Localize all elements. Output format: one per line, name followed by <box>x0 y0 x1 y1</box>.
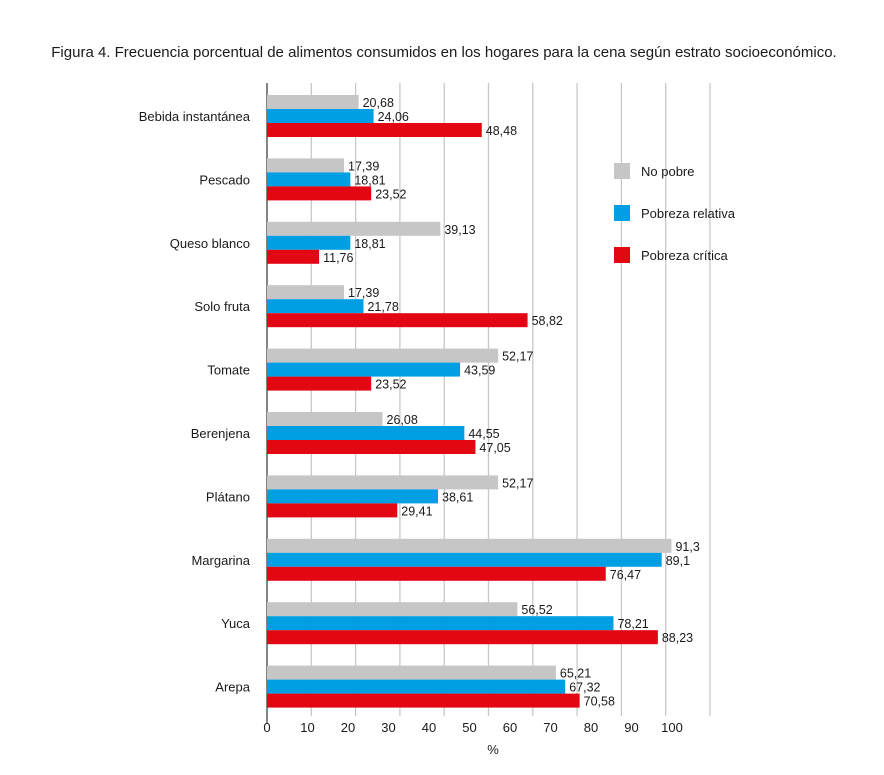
bar <box>267 172 351 187</box>
data-label: 43,59 <box>464 364 495 378</box>
data-label: 21,78 <box>367 300 398 314</box>
category-label: Margarina <box>191 553 250 568</box>
x-tick-label: 60 <box>503 720 517 735</box>
category-label: Berenjena <box>191 426 251 441</box>
legend-swatch <box>614 205 630 221</box>
category-label: Bebida instantánea <box>139 109 251 124</box>
bar <box>267 665 556 680</box>
data-label: 67,32 <box>569 681 600 695</box>
bar <box>267 249 320 264</box>
data-label: 56,52 <box>521 603 552 617</box>
data-label: 18,81 <box>354 237 385 251</box>
data-label: 89,1 <box>666 554 690 568</box>
bar <box>267 440 476 454</box>
data-label: 23,52 <box>375 378 406 392</box>
x-tick-label: 40 <box>422 720 436 735</box>
category-label: Solo fruta <box>194 299 250 314</box>
data-label: 17,39 <box>348 159 379 173</box>
x-tick-label: 100 <box>661 720 683 735</box>
data-label: 11,76 <box>323 251 353 265</box>
bar <box>267 566 606 581</box>
data-label: 47,05 <box>479 441 510 455</box>
legend-swatch <box>614 163 630 179</box>
data-label: 78,21 <box>617 617 648 631</box>
bar <box>267 630 658 645</box>
bar <box>267 285 345 300</box>
data-label: 23,52 <box>375 187 406 201</box>
bar <box>267 95 359 109</box>
chart-title: Figura 4. Frecuencia porcentual de alime… <box>51 44 836 61</box>
bar <box>267 313 528 328</box>
data-label: 65,21 <box>560 667 591 681</box>
legend-label: Pobreza relativa <box>641 206 736 221</box>
data-label: 17,39 <box>348 286 379 300</box>
legend-label: Pobreza crítica <box>641 248 728 263</box>
bar <box>267 489 439 504</box>
data-label: 20,68 <box>363 96 394 110</box>
bar <box>267 123 482 137</box>
bar <box>267 503 398 518</box>
data-label: 18,81 <box>354 173 385 187</box>
data-label: 52,17 <box>502 476 533 490</box>
x-tick-label: 70 <box>543 720 557 735</box>
data-label: 58,82 <box>532 314 563 328</box>
data-label: 29,41 <box>401 504 432 518</box>
bar <box>267 235 351 250</box>
bar <box>267 616 614 631</box>
bar <box>267 376 372 391</box>
bar <box>267 348 499 363</box>
bar <box>267 679 566 694</box>
category-label: Arepa <box>215 680 250 695</box>
data-label: 44,55 <box>468 427 499 441</box>
data-label: 38,61 <box>442 490 473 504</box>
data-label: 24,06 <box>378 110 409 124</box>
data-label: 76,47 <box>610 568 641 582</box>
category-label: Yuca <box>221 616 251 631</box>
x-tick-label: 0 <box>263 720 270 735</box>
legend-label: No pobre <box>641 164 694 179</box>
bar <box>267 475 499 490</box>
category-label: Plátano <box>206 489 250 504</box>
data-label: 48,48 <box>486 124 517 138</box>
bar <box>267 426 465 440</box>
x-tick-label: 20 <box>341 720 355 735</box>
bar <box>267 186 372 201</box>
category-label: Queso blanco <box>170 236 250 251</box>
data-label: 70,58 <box>584 695 615 709</box>
data-label: 26,08 <box>387 413 418 427</box>
x-tick-label: 30 <box>381 720 395 735</box>
data-label: 88,23 <box>662 631 693 645</box>
bar <box>267 158 345 173</box>
category-label: Pescado <box>199 172 250 187</box>
bar <box>267 109 374 123</box>
bar <box>267 538 672 553</box>
x-tick-label: 90 <box>624 720 638 735</box>
bar <box>267 602 518 617</box>
bar <box>267 299 364 314</box>
data-label: 39,13 <box>444 223 475 237</box>
bar <box>267 221 441 236</box>
legend-swatch <box>614 247 630 263</box>
x-tick-label: 80 <box>584 720 598 735</box>
bar <box>267 693 580 708</box>
bar <box>267 412 383 426</box>
data-label: 91,3 <box>675 540 699 554</box>
data-label: 52,17 <box>502 350 533 364</box>
x-axis-label: % <box>487 742 499 757</box>
bar <box>267 552 662 567</box>
x-tick-label: 50 <box>462 720 476 735</box>
bar <box>267 362 461 377</box>
x-tick-label: 10 <box>300 720 314 735</box>
category-label: Tomate <box>207 363 250 378</box>
